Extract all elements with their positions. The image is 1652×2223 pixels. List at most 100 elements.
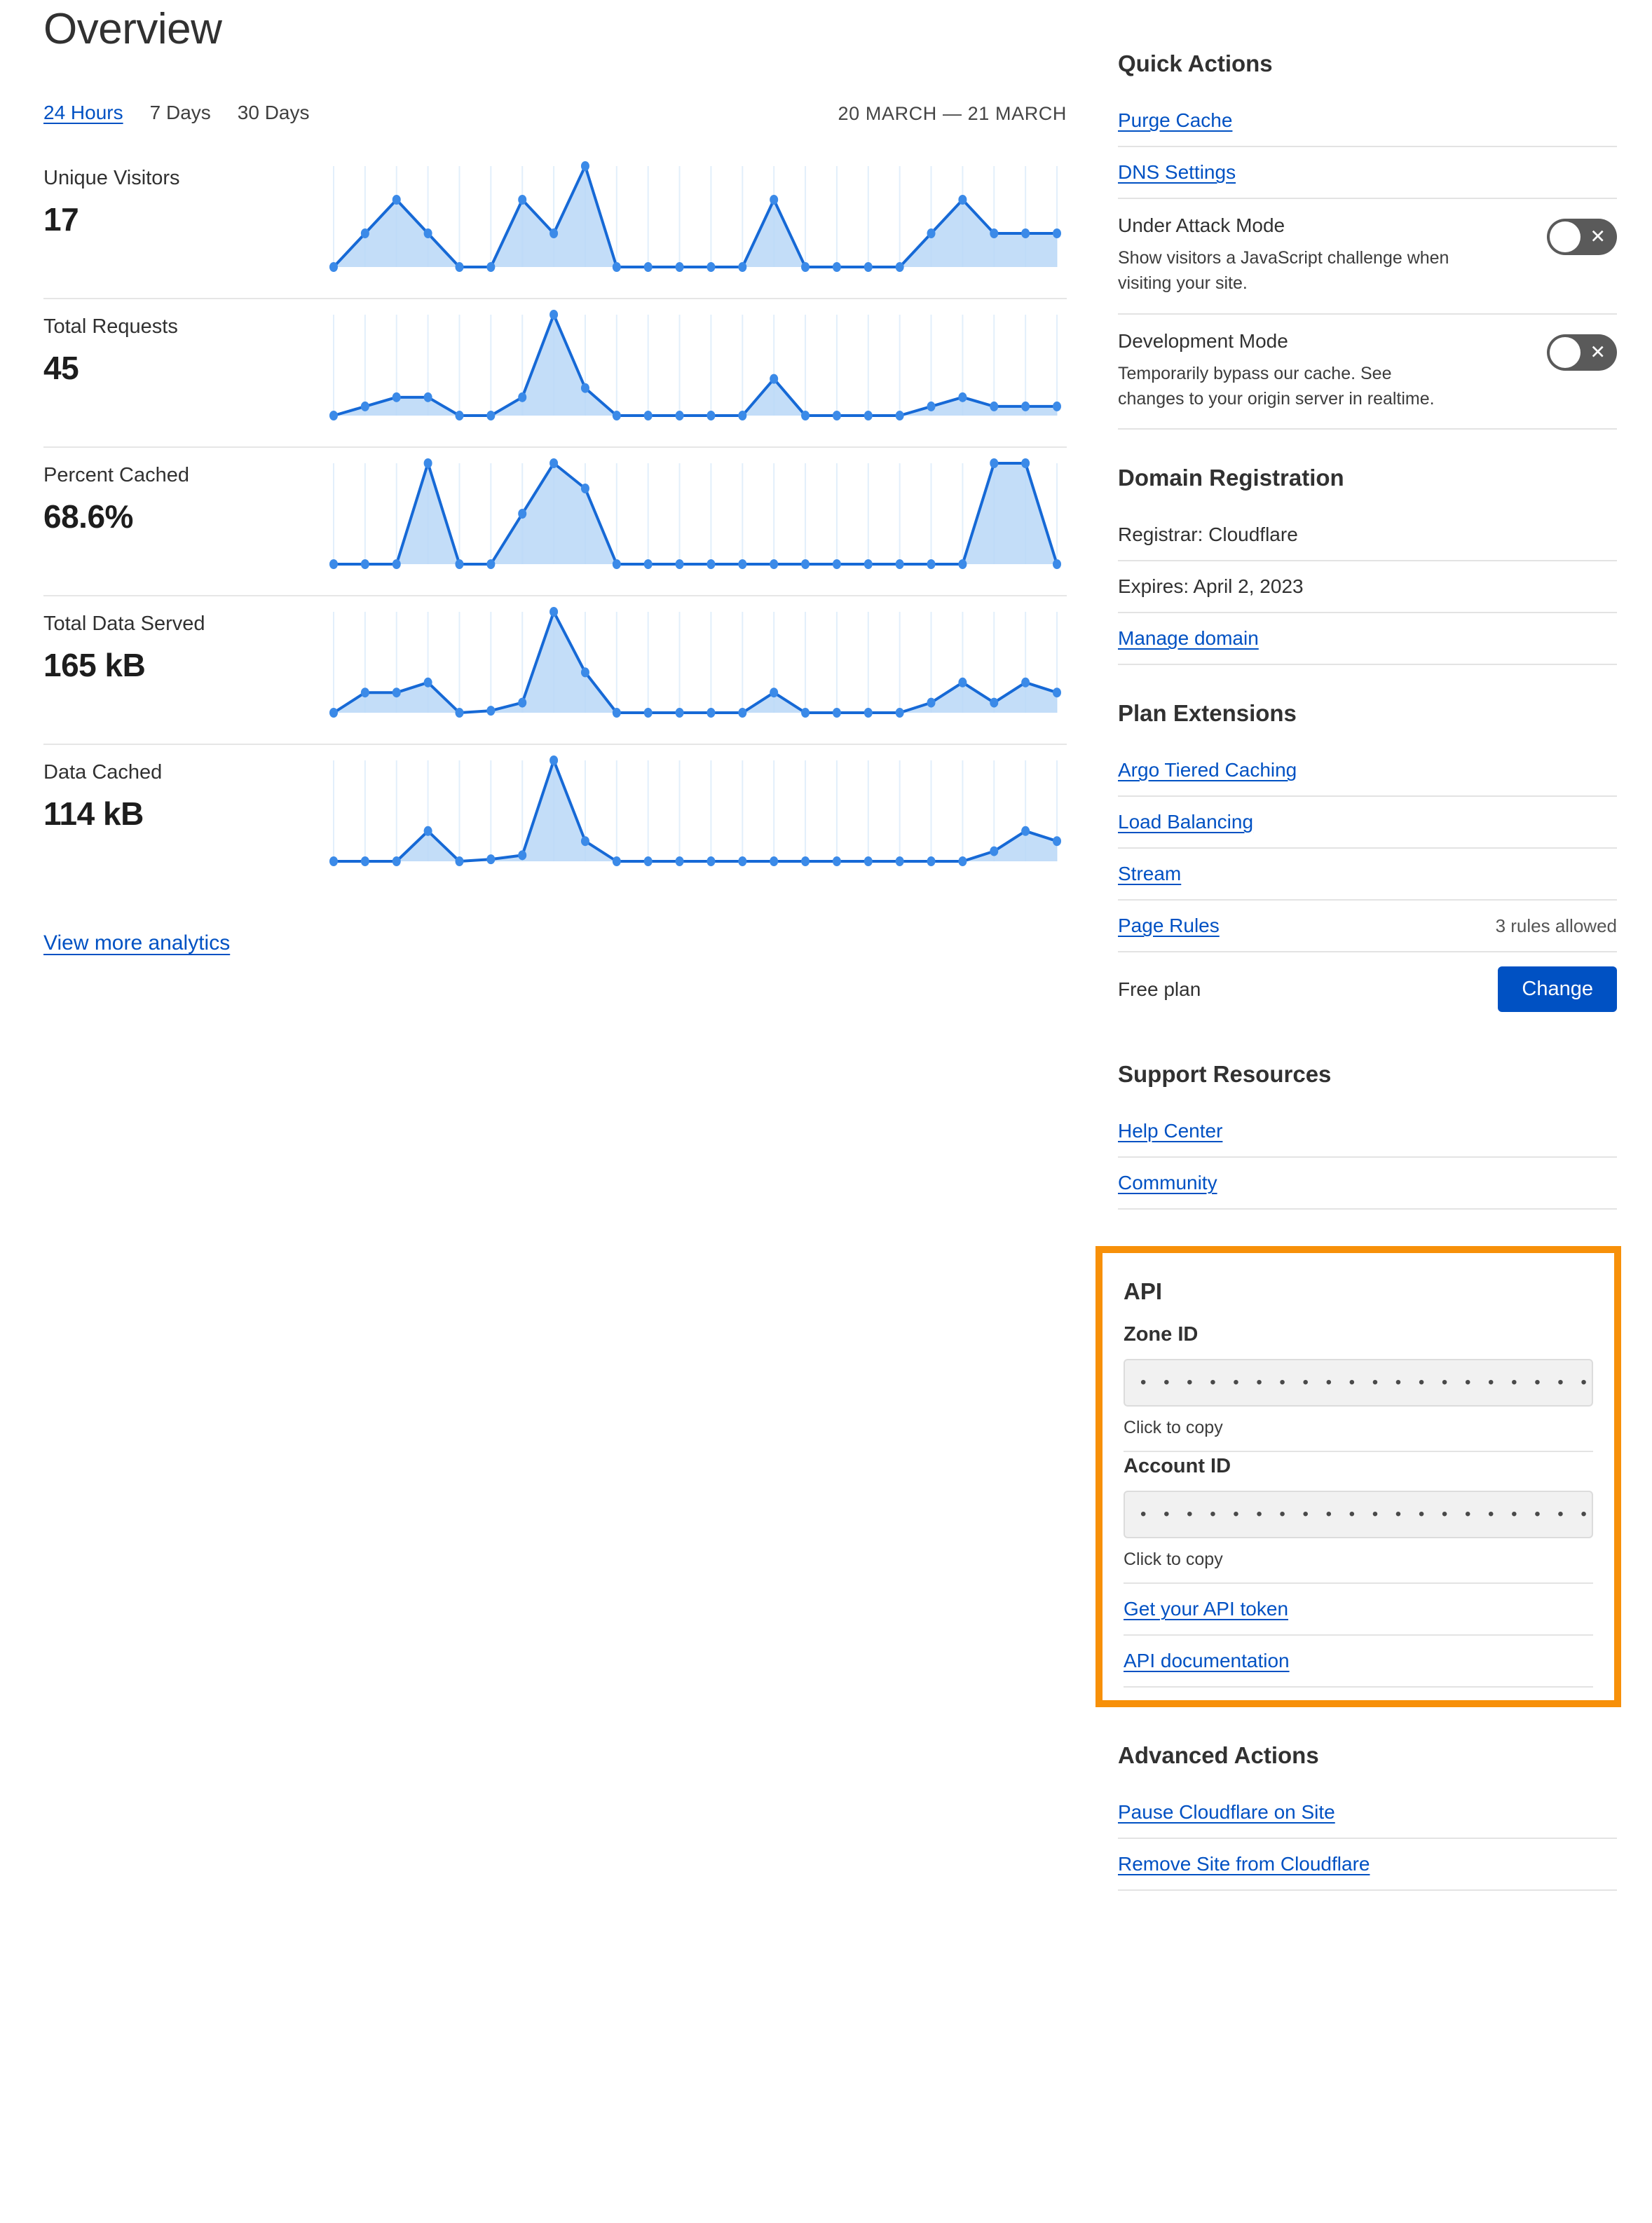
remove-site-link[interactable]: Remove Site from Cloudflare (1118, 1853, 1370, 1875)
quick-action-row-purge-cache[interactable]: Purge Cache (1118, 95, 1617, 147)
pause-cloudflare-link[interactable]: Pause Cloudflare on Site (1118, 1801, 1335, 1823)
support-resources-title: Support Resources (1118, 1061, 1332, 1087)
date-range-label: 20 MARCH — 21 MARCH (838, 103, 1067, 124)
time-range-tab-7-days[interactable]: 7 Days (149, 102, 211, 123)
time-range-bar: 24 Hours 7 Days 30 Days 20 MARCH — 21 MA… (43, 102, 1067, 130)
support-resources-panel: Support Resources Help Center Community (1118, 1061, 1617, 1210)
plan-extensions-title: Plan Extensions (1118, 700, 1297, 726)
metric-label-column: Data Cached 114 kB (43, 745, 324, 833)
registrar-row: Registrar: Cloudflare (1118, 509, 1617, 561)
sidebar-column: Quick Actions Purge Cache DNS Settings U… (1095, 0, 1621, 1896)
quick-actions-title: Quick Actions (1118, 50, 1273, 76)
plan-extension-row-load-balancing[interactable]: Load Balancing (1118, 797, 1617, 849)
domain-registration-panel: Domain Registration Registrar: Cloudflar… (1118, 465, 1617, 665)
metric-name: Unique Visitors (43, 167, 180, 189)
metric-value: 68.6% (43, 498, 133, 535)
toggle-knob (1550, 336, 1581, 368)
advanced-actions-panel: Advanced Actions Pause Cloudflare on Sit… (1118, 1742, 1617, 1891)
page-title: Overview (43, 5, 222, 53)
get-api-token-link[interactable]: Get your API token (1124, 1598, 1289, 1620)
toggle-off-icon: ✕ (1590, 341, 1606, 362)
sparkline-total-data-served (324, 596, 1067, 745)
metric-row-total-requests: Total Requests 45 (43, 299, 1067, 448)
plan-extension-row-stream[interactable]: Stream (1118, 849, 1617, 901)
page-rules-link[interactable]: Page Rules (1118, 915, 1220, 936)
metric-value: 165 kB (43, 646, 146, 683)
api-panel-highlighted: API Zone ID • • • • • • • • • • • • • • … (1095, 1246, 1621, 1707)
metric-name: Total Requests (43, 315, 178, 338)
under-attack-mode-text: Under Attack Mode Show visitors a JavaSc… (1118, 214, 1454, 296)
development-mode-description: Temporarily bypass our cache. See change… (1118, 363, 1435, 409)
argo-tiered-caching-link[interactable]: Argo Tiered Caching (1118, 759, 1297, 781)
account-id-field[interactable]: • • • • • • • • • • • • • • • • • • • • … (1124, 1491, 1593, 1538)
zone-id-field[interactable]: • • • • • • • • • • • • • • • • • • • • … (1124, 1359, 1593, 1407)
account-id-label: Account ID (1124, 1455, 1231, 1477)
purge-cache-link[interactable]: Purge Cache (1118, 109, 1233, 131)
api-documentation-link[interactable]: API documentation (1124, 1650, 1290, 1671)
dns-settings-link[interactable]: DNS Settings (1118, 161, 1236, 183)
metric-name: Data Cached (43, 761, 163, 784)
metric-label-column: Percent Cached 68.6% (43, 448, 324, 535)
support-row-community[interactable]: Community (1118, 1158, 1617, 1210)
under-attack-mode-label: Under Attack Mode (1118, 214, 1285, 236)
plan-row: Free plan Change (1118, 952, 1617, 1026)
development-mode-text: Development Mode Temporarily bypass our … (1118, 330, 1454, 412)
development-mode-label: Development Mode (1118, 329, 1288, 352)
advanced-row-remove[interactable]: Remove Site from Cloudflare (1118, 1839, 1617, 1891)
zone-id-copy-hint[interactable]: Click to copy (1124, 1418, 1223, 1437)
api-row-get-token[interactable]: Get your API token (1124, 1582, 1593, 1636)
stream-link[interactable]: Stream (1118, 863, 1182, 884)
advanced-row-pause[interactable]: Pause Cloudflare on Site (1118, 1787, 1617, 1839)
account-id-copy-hint[interactable]: Click to copy (1124, 1550, 1223, 1569)
page-rules-allowance: 3 rules allowed (1495, 915, 1617, 936)
metric-name: Total Data Served (43, 613, 205, 635)
quick-action-row-dns-settings[interactable]: DNS Settings (1118, 147, 1617, 199)
under-attack-mode-toggle[interactable]: ✕ (1547, 219, 1617, 255)
plan-extensions-panel: Plan Extensions Argo Tiered Caching Load… (1118, 700, 1617, 1026)
plan-extension-row-argo[interactable]: Argo Tiered Caching (1118, 745, 1617, 797)
toggle-knob (1550, 221, 1581, 252)
current-plan-label: Free plan (1118, 978, 1201, 1000)
sparkline-percent-cached (324, 448, 1067, 596)
sparkline-total-requests (324, 299, 1067, 448)
metric-row-unique-visitors: Unique Visitors 17 (43, 151, 1067, 299)
quick-actions-panel: Quick Actions Purge Cache DNS Settings U… (1118, 50, 1617, 430)
under-attack-mode-description: Show visitors a JavaScript challenge whe… (1118, 248, 1449, 294)
community-link[interactable]: Community (1118, 1172, 1217, 1193)
time-range-tabs: 24 Hours 7 Days 30 Days (43, 102, 1067, 124)
support-row-help-center[interactable]: Help Center (1118, 1106, 1617, 1158)
zone-id-label: Zone ID (1124, 1323, 1199, 1346)
metric-row-data-cached: Data Cached 114 kB (43, 745, 1067, 894)
zone-id-group: Zone ID • • • • • • • • • • • • • • • • … (1124, 1320, 1593, 1452)
time-range-tab-30-days[interactable]: 30 Days (237, 102, 310, 123)
sparkline-unique-visitors (324, 151, 1067, 299)
analytics-column: Overview 24 Hours 7 Days 30 Days 20 MARC… (43, 0, 1067, 955)
expires-value: Expires: April 2, 2023 (1118, 575, 1304, 597)
under-attack-mode-row: Under Attack Mode Show visitors a JavaSc… (1118, 199, 1617, 315)
expires-row: Expires: April 2, 2023 (1118, 561, 1617, 613)
plan-extension-row-page-rules[interactable]: Page Rules 3 rules allowed (1118, 901, 1617, 952)
registrar-value: Registrar: Cloudflare (1118, 524, 1298, 545)
metric-value: 45 (43, 349, 79, 386)
api-title: API (1124, 1278, 1163, 1304)
development-mode-toggle[interactable]: ✕ (1547, 334, 1617, 371)
advanced-actions-title: Advanced Actions (1118, 1742, 1319, 1768)
development-mode-row: Development Mode Temporarily bypass our … (1118, 315, 1617, 430)
metric-value: 17 (43, 200, 79, 238)
view-more-analytics-link[interactable]: View more analytics (43, 931, 231, 955)
metric-name: Percent Cached (43, 464, 189, 486)
manage-domain-link[interactable]: Manage domain (1118, 627, 1259, 649)
metric-label-column: Total Data Served 165 kB (43, 596, 324, 684)
metric-list: Unique Visitors 17 Total Requests 45 Per… (43, 151, 1067, 894)
change-plan-button[interactable]: Change (1498, 966, 1617, 1012)
load-balancing-link[interactable]: Load Balancing (1118, 811, 1254, 833)
metric-row-total-data-served: Total Data Served 165 kB (43, 596, 1067, 745)
account-id-group: Account ID • • • • • • • • • • • • • • •… (1124, 1452, 1593, 1582)
api-row-documentation[interactable]: API documentation (1124, 1636, 1593, 1688)
help-center-link[interactable]: Help Center (1118, 1120, 1223, 1142)
sparkline-data-cached (324, 745, 1067, 894)
metric-label-column: Total Requests 45 (43, 299, 324, 387)
manage-domain-row[interactable]: Manage domain (1118, 613, 1617, 665)
time-range-tab-24-hours[interactable]: 24 Hours (43, 102, 123, 123)
